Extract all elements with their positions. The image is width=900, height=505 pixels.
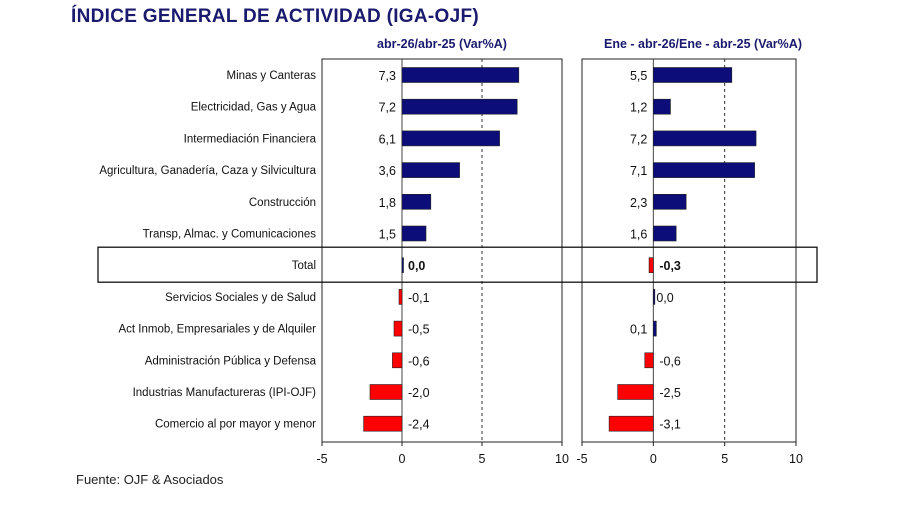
- bar: [648, 257, 654, 274]
- value-label: -3,1: [659, 418, 681, 432]
- category-label: Transp, Almac. y Comunicaciones: [143, 229, 317, 241]
- category-label: Agricultura, Ganadería, Caza y Silvicult…: [99, 165, 316, 177]
- value-label: 6,1: [379, 132, 396, 146]
- category-label: Act Inmob, Empresariales y de Alquiler: [118, 324, 316, 336]
- category-label: Total: [292, 260, 316, 272]
- bar: [653, 225, 677, 242]
- category-label: Construcción: [249, 197, 316, 209]
- bar: [653, 130, 757, 147]
- category-label: Intermediación Financiera: [184, 133, 317, 145]
- value-label: 7,3: [379, 69, 396, 83]
- bar: [401, 162, 460, 178]
- value-label: -0,1: [408, 291, 430, 305]
- value-label: 7,1: [630, 164, 647, 178]
- value-label: 1,8: [379, 196, 396, 210]
- bar: [369, 384, 403, 400]
- value-label: 0,0: [408, 259, 425, 273]
- value-label: 3,6: [379, 164, 396, 178]
- bar: [393, 320, 403, 337]
- value-label: 1,5: [379, 228, 396, 242]
- bar: [401, 257, 404, 274]
- bar: [392, 352, 403, 369]
- bar: [401, 98, 518, 115]
- value-label: 1,6: [630, 228, 647, 242]
- plot-frame: [321, 58, 563, 443]
- bar: [398, 289, 403, 305]
- chart-title: ÍNDICE GENERAL DE ACTIVIDAD (IGA-OJF): [71, 6, 480, 27]
- category-label: Administración Pública y Defensa: [145, 355, 317, 367]
- value-label: -0,6: [408, 354, 430, 368]
- value-label: 0,0: [656, 291, 673, 305]
- value-label: -2,4: [408, 418, 430, 432]
- panel-title-cumulative: Ene - abr-26/Ene - abr-25 (Var%A): [604, 37, 802, 51]
- bar: [653, 289, 656, 305]
- value-label: 7,2: [630, 132, 647, 146]
- value-label: 5,5: [630, 69, 647, 83]
- source-note: Fuente: OJF & Asociados: [76, 472, 224, 487]
- value-label: -0,3: [659, 259, 681, 273]
- bar: [401, 130, 500, 147]
- bar: [653, 98, 671, 115]
- plot-frame: [581, 58, 797, 443]
- bar: [401, 194, 432, 210]
- category-label: Comercio al por mayor y menor: [155, 419, 316, 431]
- tick-label: 10: [555, 452, 569, 466]
- bar: [653, 194, 687, 210]
- bar: [363, 415, 403, 432]
- total-highlight-box: [97, 246, 818, 283]
- value-label: 1,2: [630, 101, 647, 115]
- bar: [644, 352, 654, 369]
- bar: [653, 320, 657, 337]
- value-label: 7,2: [379, 101, 396, 115]
- category-label: Minas y Canteras: [227, 70, 317, 82]
- bar: [653, 67, 733, 83]
- tick-label: 0: [399, 452, 406, 466]
- panel-title-monthly: abr-26/abr-25 (Var%A): [377, 37, 507, 51]
- bar: [401, 67, 520, 83]
- value-label: 0,1: [630, 323, 647, 337]
- value-label: -0,5: [408, 323, 430, 337]
- category-label: Electricidad, Gas y Agua: [191, 102, 317, 114]
- value-label: 2,3: [630, 196, 647, 210]
- tick-label: 5: [721, 452, 728, 466]
- category-label: Industrias Manufactureras (IPI-OJF): [133, 387, 317, 399]
- tick-label: -5: [316, 452, 327, 466]
- category-label: Servicios Sociales y de Salud: [165, 292, 316, 304]
- tick-label: 0: [650, 452, 657, 466]
- value-label: -0,6: [659, 354, 681, 368]
- tick-label: -5: [576, 452, 587, 466]
- bar: [617, 384, 654, 400]
- bar: [401, 225, 427, 242]
- value-label: -2,5: [659, 386, 681, 400]
- bar: [608, 415, 654, 432]
- tick-label: 5: [479, 452, 486, 466]
- value-label: -2,0: [408, 386, 430, 400]
- tick-label: 10: [789, 452, 803, 466]
- bar: [653, 162, 755, 178]
